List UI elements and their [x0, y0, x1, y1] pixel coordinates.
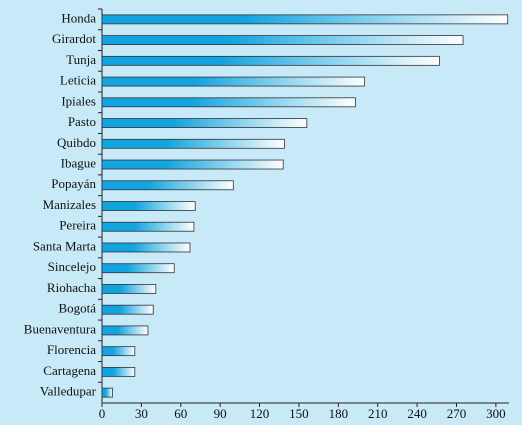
- x-tick-label: 210: [368, 406, 388, 421]
- y-tick-label: Riohacha: [47, 280, 96, 295]
- bar: [101, 118, 308, 128]
- bar: [101, 325, 149, 336]
- bar: [101, 284, 157, 294]
- x-tick-label: 30: [135, 406, 148, 421]
- x-tick-label: 270: [447, 406, 467, 421]
- bar: [101, 263, 175, 274]
- x-tick-label: 0: [99, 406, 106, 421]
- y-tick-label: Buenaventura: [24, 321, 96, 336]
- y-tick-label: Ibague: [61, 156, 97, 171]
- bar: [101, 304, 154, 315]
- y-tick-label: Sincelejo: [48, 259, 96, 274]
- bar: [101, 138, 285, 149]
- bar: [101, 76, 365, 87]
- bar: [101, 159, 284, 170]
- y-tick-label: Honda: [61, 10, 96, 25]
- y-tick-label: Leticia: [60, 73, 96, 88]
- x-tick-label: 90: [214, 406, 227, 421]
- y-tick-label: Girardot: [52, 31, 96, 46]
- bar: [101, 346, 136, 357]
- x-tick-label: 60: [174, 406, 187, 421]
- y-tick-label: Cartagena: [43, 363, 96, 378]
- y-tick-label: Manizales: [43, 197, 96, 212]
- bar: [101, 387, 113, 398]
- bar: [101, 180, 234, 191]
- y-tick-label: Valledupar: [40, 384, 97, 399]
- bar: [101, 97, 356, 108]
- bar: [101, 55, 440, 66]
- y-tick-label: Pasto: [68, 114, 96, 129]
- y-tick-label: Santa Marta: [33, 238, 96, 253]
- bar: [101, 14, 509, 25]
- y-tick-label: Bogotá: [58, 301, 96, 316]
- bar: [101, 366, 136, 377]
- x-tick-label: 300: [486, 406, 506, 421]
- bar: [101, 221, 195, 232]
- y-tick-label: Tunja: [66, 52, 96, 67]
- x-tick-label: 180: [329, 406, 349, 421]
- bar: [101, 201, 196, 211]
- x-tick-label: 120: [250, 406, 270, 421]
- y-tick-label: Florencia: [47, 342, 96, 357]
- x-tick-label: 150: [289, 406, 309, 421]
- x-tick-label: 240: [407, 406, 427, 421]
- bar: [101, 35, 464, 46]
- y-tick-label: Ipiales: [61, 93, 96, 108]
- y-tick-label: Pereira: [59, 218, 96, 233]
- bar: [101, 242, 191, 253]
- y-tick-label: Quibdo: [57, 135, 96, 150]
- y-tick-label: Popayán: [51, 176, 96, 191]
